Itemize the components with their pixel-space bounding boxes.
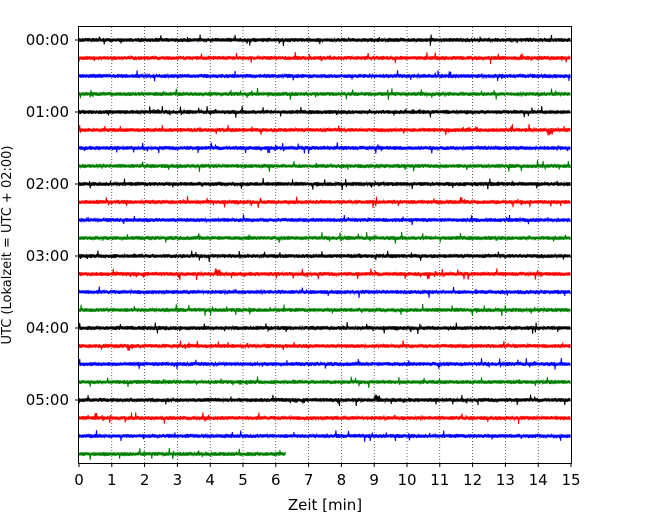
seismic-trace	[78, 52, 571, 64]
x-tick-label: 5	[238, 471, 248, 489]
y-tick-label: 01:00	[26, 103, 69, 121]
seismic-trace	[78, 250, 571, 262]
seismic-trace	[78, 177, 571, 190]
seismic-trace	[78, 160, 571, 173]
seismic-trace	[78, 195, 571, 209]
x-tick-label: 8	[337, 471, 347, 489]
seismic-trace	[78, 106, 571, 118]
x-tick-label: 7	[304, 471, 314, 489]
seismic-trace	[78, 142, 571, 154]
seismic-trace	[78, 394, 571, 406]
y-tick-label: 05:00	[26, 391, 69, 409]
x-tick-label: 0	[74, 471, 84, 489]
y-axis-ticks: 00:00 01:00 02:00 03:00 04:00 05:00	[26, 31, 79, 409]
x-tick-label: 12	[463, 471, 482, 489]
x-axis-ticks: 0 1 2 3 4 5 6 7 8 9 10 11 12 13 14 15	[74, 463, 581, 489]
trace-group	[78, 34, 571, 461]
x-tick-label: 11	[430, 471, 449, 489]
y-tick-label: 04:00	[26, 319, 69, 337]
seismic-trace	[78, 376, 571, 388]
seismic-trace	[78, 340, 571, 351]
y-tick-label: 02:00	[26, 175, 69, 193]
plot-frame	[78, 26, 572, 464]
x-tick-label: 10	[397, 471, 416, 489]
x-axis-label: Zeit [min]	[288, 496, 362, 514]
seismic-trace	[78, 70, 571, 82]
seismic-trace	[78, 321, 571, 335]
x-tick-label: 4	[205, 471, 215, 489]
x-tick-label: 2	[140, 471, 150, 489]
seismic-trace	[78, 34, 571, 46]
seismic-trace	[78, 448, 286, 461]
seismic-trace	[78, 430, 571, 442]
seismic-trace	[78, 88, 571, 100]
vertical-grid-lines	[111, 27, 539, 463]
seismic-trace	[78, 232, 571, 244]
x-tick-label: 6	[271, 471, 281, 489]
x-tick-label: 1	[107, 471, 117, 489]
seismic-trace	[78, 214, 571, 226]
y-axis-label: UTC (Lokalzeit = UTC + 02:00)	[0, 146, 15, 345]
seismic-trace	[78, 124, 571, 136]
x-tick-label: 3	[173, 471, 183, 489]
y-tick-label: 00:00	[26, 31, 69, 49]
x-tick-label: 14	[529, 471, 548, 489]
y-tick-label: 03:00	[26, 247, 69, 265]
seismic-trace	[78, 412, 571, 425]
seismic-trace	[78, 286, 571, 299]
x-tick-label: 9	[369, 471, 379, 489]
seismic-trace	[78, 303, 571, 316]
seismic-trace	[78, 358, 571, 370]
x-tick-label: 15	[561, 471, 580, 489]
seismic-trace	[78, 268, 571, 280]
x-tick-label: 13	[496, 471, 515, 489]
